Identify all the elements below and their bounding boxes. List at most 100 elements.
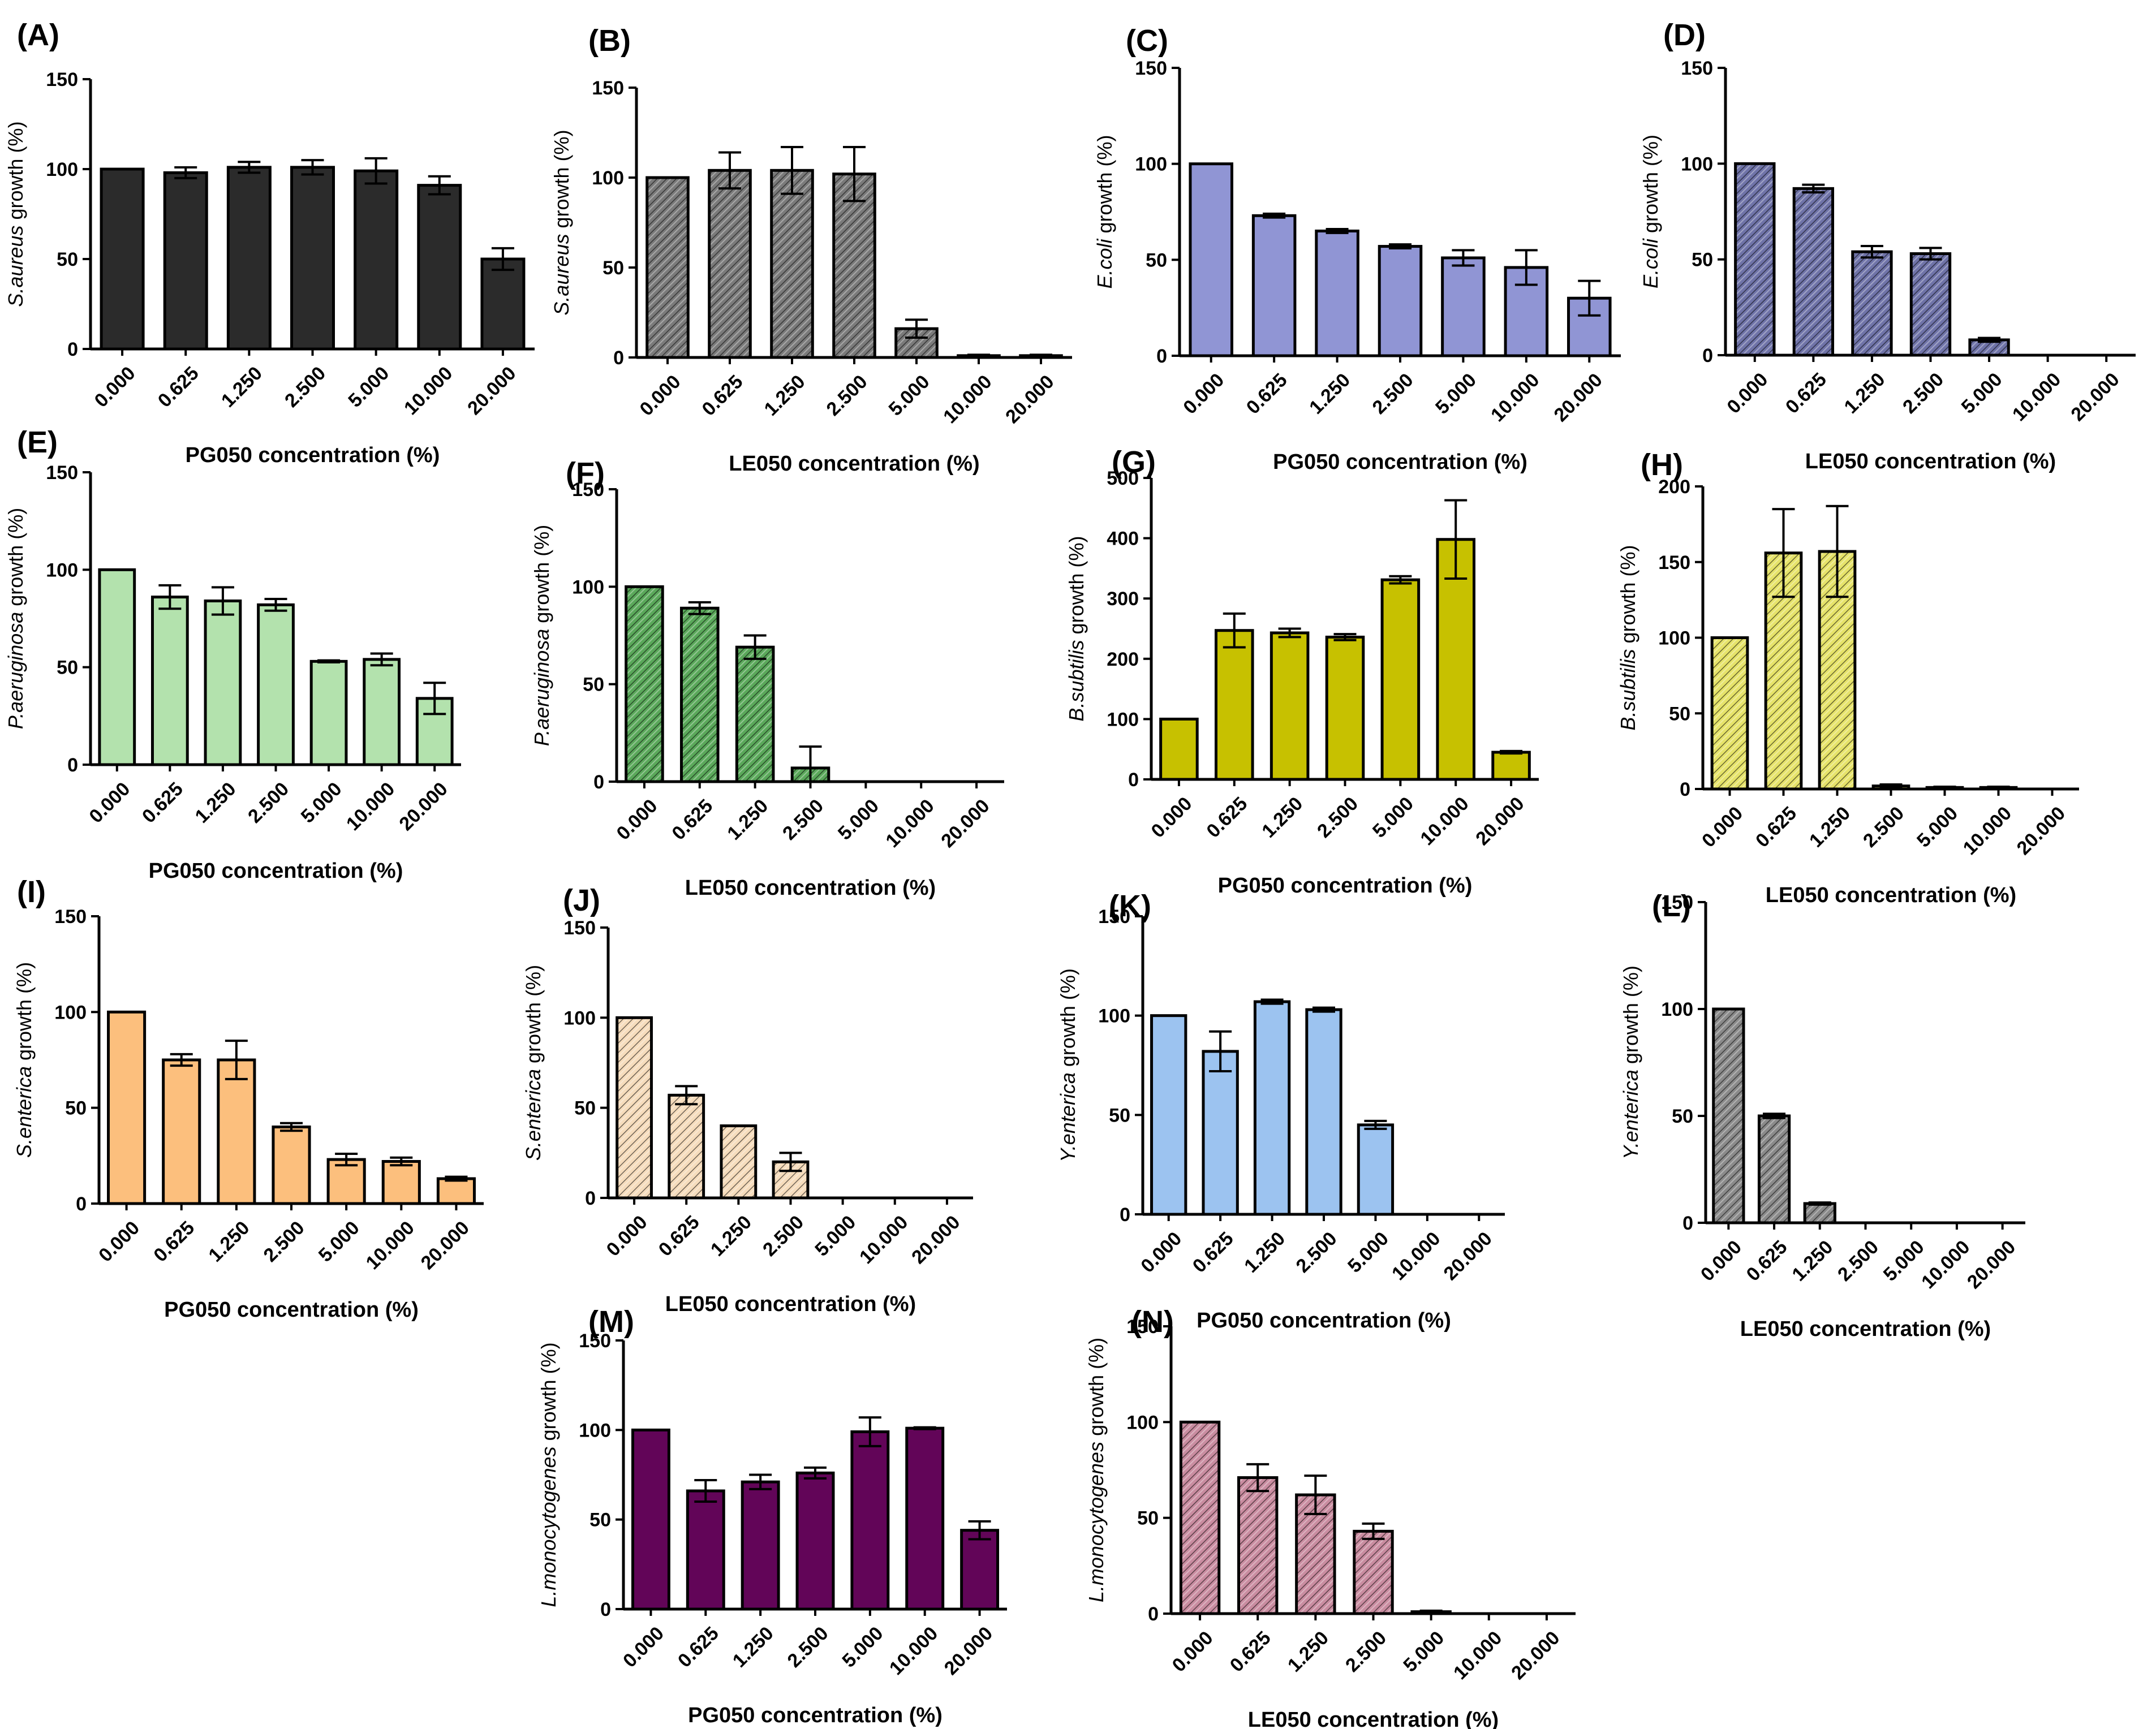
y-axis-title: P.aeruginosa growth (%) <box>4 508 27 730</box>
y-tick-label: 100 <box>1135 154 1167 175</box>
panel-label: (H) <box>1641 448 1683 482</box>
x-axis-title: LE050 concentration (%) <box>665 1292 916 1316</box>
y-tick-label: 50 <box>1109 1105 1130 1126</box>
x-axis-title: LE050 concentration (%) <box>685 876 936 900</box>
y-axis-title: S.aureus growth (%) <box>4 121 27 307</box>
x-tick-label: 0.000 <box>91 363 140 412</box>
bar <box>795 1471 835 1611</box>
x-tick-label: 5.000 <box>1957 369 2007 418</box>
y-tick-label: 0 <box>1702 345 1713 367</box>
error-bar <box>749 1473 772 1490</box>
x-tick-label: 5.000 <box>315 1217 364 1266</box>
y-tick-label: 50 <box>57 249 78 270</box>
error-bar <box>1763 1113 1786 1119</box>
bar <box>100 167 145 351</box>
bar <box>1305 1008 1342 1216</box>
error-bar <box>264 598 287 612</box>
error-bar <box>1304 1474 1327 1515</box>
bar <box>1251 214 1297 357</box>
bar <box>1380 578 1421 781</box>
panel-b: (B) 0.000 0.625 1.250 2.500 5.000 10.000 20.000… <box>550 24 1072 476</box>
error-bar <box>718 151 741 190</box>
bar <box>770 169 814 359</box>
x-tick-label: 10.000 <box>1959 803 2016 859</box>
x-tick-label: 10.000 <box>362 1217 419 1274</box>
panel-label: (N) <box>1131 1305 1174 1339</box>
error-bar <box>370 652 393 667</box>
x-tick-label: 2.500 <box>1899 369 1948 418</box>
y-tick-label: 150 <box>1681 58 1713 79</box>
y-tick-label: 100 <box>579 1420 611 1441</box>
panel-c: (C) 0.000 0.625 1.250 2.500 5.000 10.000 20.000… <box>1093 24 1621 474</box>
x-axis-title: PG050 concentration (%) <box>186 443 440 467</box>
x-tick-label: 5.000 <box>1399 1627 1448 1676</box>
error-bar <box>675 1085 698 1106</box>
x-tick-label: 10.000 <box>1416 793 1473 850</box>
error-bar <box>1452 249 1475 267</box>
panel-m: (M) 0.000 0.625 1.250 2.500 5.00010.00020.000… <box>537 1305 1007 1727</box>
error-bar <box>1333 633 1357 641</box>
x-axis-title: LE050 concentration (%) <box>1805 450 2056 473</box>
error-bar <box>1444 499 1468 580</box>
error-bar <box>1260 998 1284 1005</box>
panel-label: (J) <box>563 883 600 917</box>
panel-i: (I) 0.000 0.625 1.250 2.500 5.00010.00020.000… <box>12 875 484 1322</box>
y-tick-label: 50 <box>589 1510 611 1531</box>
panel-label: (L) <box>1652 889 1691 923</box>
x-tick-label: 20.000 <box>1963 1236 2020 1293</box>
bar <box>162 1058 201 1205</box>
panel-a: (A) 0.000 0.625 1.250 2.500 5.000 10.000 20.000… <box>4 18 535 467</box>
x-tick-label: 2.500 <box>823 371 872 420</box>
x-tick-label: 0.000 <box>94 1217 144 1266</box>
error-bar <box>491 247 514 271</box>
error-bar <box>364 157 388 185</box>
bar <box>905 1426 945 1611</box>
error-bar <box>804 1466 827 1480</box>
bar <box>1712 1007 1745 1224</box>
x-tick-label: 5.000 <box>885 371 934 420</box>
y-tick-label: 150 <box>572 479 604 501</box>
bar <box>226 166 272 351</box>
y-tick-label: 100 <box>563 1007 596 1029</box>
x-tick-label: 0.000 <box>636 371 685 420</box>
x-tick-label: 2.500 <box>1313 793 1362 842</box>
x-tick-label: 20.000 <box>463 363 520 419</box>
y-tick-label: 0 <box>613 347 624 369</box>
error-bar <box>1500 749 1523 755</box>
x-tick-label: 1.250 <box>191 778 240 827</box>
panel-label: (C) <box>1126 24 1168 58</box>
x-tick-label: 20.000 <box>1507 1627 1564 1684</box>
y-tick-label: 0 <box>1128 769 1139 791</box>
x-tick-label: 5.000 <box>297 778 346 827</box>
y-axis-title: E.coli growth (%) <box>1093 135 1116 288</box>
x-tick-label: 5.000 <box>1369 793 1418 842</box>
panel-j: (J) 0.000 0.625 1.250 2.500 5.00010.00020.000… <box>522 883 973 1316</box>
y-tick-label: 150 <box>592 77 624 99</box>
bar <box>257 603 295 766</box>
error-bar <box>1389 243 1411 249</box>
x-tick-label: 20.000 <box>1471 793 1528 850</box>
error-bar <box>1772 508 1795 598</box>
x-tick-label: 5.000 <box>1431 369 1481 419</box>
bar <box>1909 252 1952 357</box>
y-tick-label: 200 <box>1658 476 1690 498</box>
y-tick-label: 50 <box>65 1098 87 1119</box>
panel-label: (A) <box>17 18 59 52</box>
y-tick-label: 50 <box>583 674 604 696</box>
error-bar <box>225 1040 248 1080</box>
x-tick-label: 5.000 <box>1344 1228 1393 1277</box>
y-tick-label: 0 <box>67 339 78 360</box>
panel-label: (B) <box>588 24 631 58</box>
x-tick-label: 0.625 <box>1742 1236 1792 1286</box>
x-axis-title: LE050 concentration (%) <box>1248 1708 1499 1729</box>
x-tick-label: 2.500 <box>784 1623 833 1672</box>
y-tick-label: 150 <box>1126 1316 1159 1338</box>
error-bar <box>170 1053 193 1067</box>
x-tick-label: 10.000 <box>885 1623 942 1679</box>
y-tick-label: 150 <box>46 462 78 484</box>
x-tick-label: 0.000 <box>619 1623 668 1672</box>
y-tick-label: 400 <box>1107 528 1139 550</box>
error-bar <box>913 1426 936 1430</box>
bar <box>832 173 876 359</box>
y-tick-label: 200 <box>1107 649 1139 670</box>
